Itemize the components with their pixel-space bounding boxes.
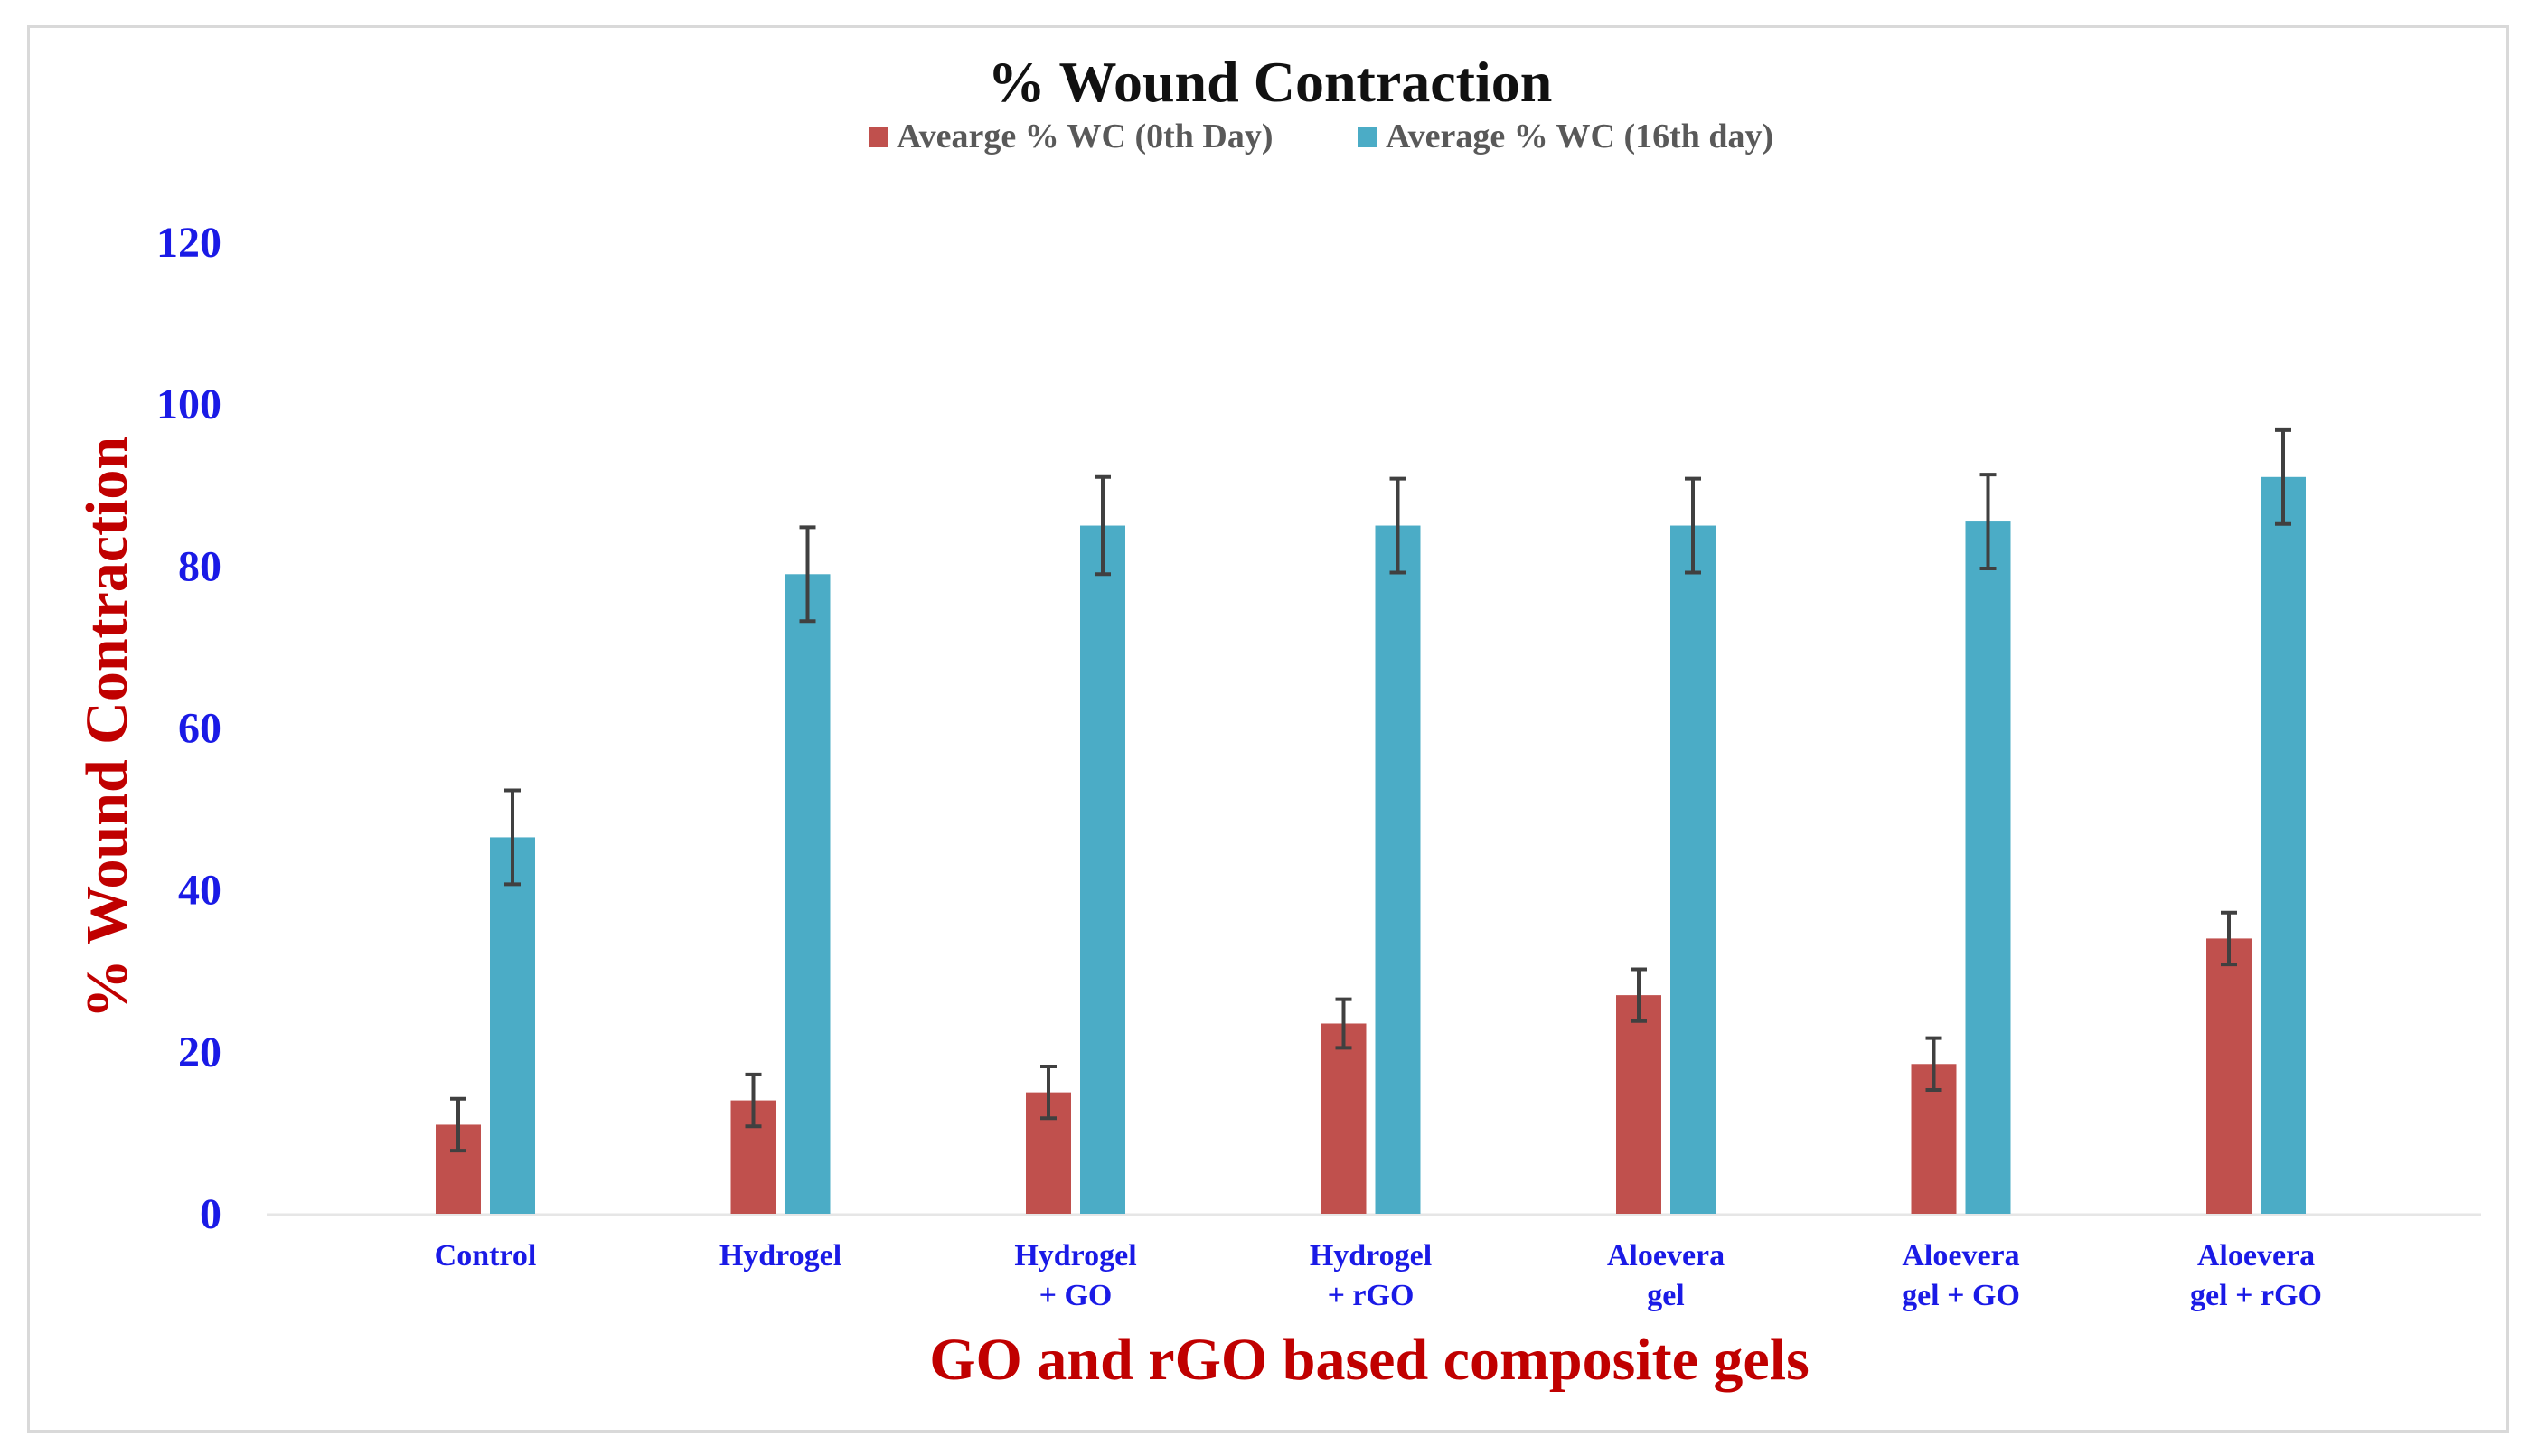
bar-day16 (2261, 476, 2306, 1214)
x-tick-label: Aloevera (1902, 1239, 2019, 1273)
error-bar (2221, 910, 2237, 967)
error-bar (504, 788, 521, 887)
error-bar (1389, 476, 1406, 575)
bar-day16 (785, 574, 831, 1214)
y-tick-label: 0 (200, 1190, 221, 1238)
x-tick-label: Aloevera (1607, 1239, 1725, 1273)
y-tick-label: 20 (178, 1029, 221, 1076)
error-bar (745, 1072, 762, 1129)
x-tick-label: Aloevera (2197, 1239, 2315, 1273)
x-axis-ticks: Control Hydrogel Hydrogel + GO Hydrogel + rGO… (435, 1239, 2322, 1312)
bar-day0 (1616, 995, 1661, 1214)
bars (436, 476, 2306, 1214)
x-axis-title: GO and rGO based composite gels (929, 1327, 1810, 1393)
error-bar (799, 525, 816, 624)
chart-title: % Wound Contraction (988, 50, 1553, 114)
bar-day0 (1321, 1023, 1367, 1214)
x-tick-label: Hydrogel (1310, 1239, 1432, 1273)
bar-day16 (1375, 525, 1421, 1214)
x-tick-label: gel + rGO (2190, 1279, 2322, 1312)
error-bar (1335, 997, 1352, 1050)
legend-label: Avearge % WC (0th Day) (897, 117, 1274, 155)
error-bar (1979, 473, 1997, 571)
bar-day16 (1965, 521, 2011, 1214)
error-bars (450, 427, 2291, 1153)
error-bar (2275, 427, 2291, 526)
error-bar (1040, 1064, 1057, 1121)
bar-day16 (1670, 525, 1716, 1214)
y-tick-label: 100 (156, 380, 221, 428)
x-tick-label: gel (1647, 1279, 1685, 1312)
legend: Avearge % WC (0th Day) Average % WC (16th… (869, 117, 1773, 155)
y-tick-label: 60 (178, 705, 221, 753)
y-axis-title: % Wound Contraction (74, 437, 140, 1019)
bar-day0 (2206, 938, 2252, 1214)
error-bar (1685, 476, 1701, 575)
bar-day16 (1080, 525, 1125, 1214)
error-bar (450, 1096, 466, 1153)
error-bar (1925, 1036, 1942, 1092)
x-tick-label: Hydrogel (719, 1239, 841, 1273)
error-bar (1095, 474, 1111, 577)
bar-day16 (490, 837, 535, 1214)
x-tick-label: + GO (1039, 1279, 1113, 1312)
legend-swatch (1358, 127, 1377, 147)
legend-swatch (869, 127, 888, 147)
legend-label: Average % WC (16th day) (1386, 117, 1773, 155)
y-tick-label: 80 (178, 542, 221, 590)
error-bar (1631, 967, 1647, 1023)
y-axis-ticks: 0 20 40 60 80 100 120 (156, 219, 221, 1238)
x-tick-label: gel + GO (1902, 1279, 2020, 1312)
y-tick-label: 120 (156, 219, 221, 267)
x-tick-label: Control (435, 1239, 537, 1273)
y-tick-label: 40 (178, 867, 221, 915)
x-tick-label: Hydrogel (1014, 1239, 1136, 1273)
x-tick-label: + rGO (1328, 1279, 1415, 1312)
